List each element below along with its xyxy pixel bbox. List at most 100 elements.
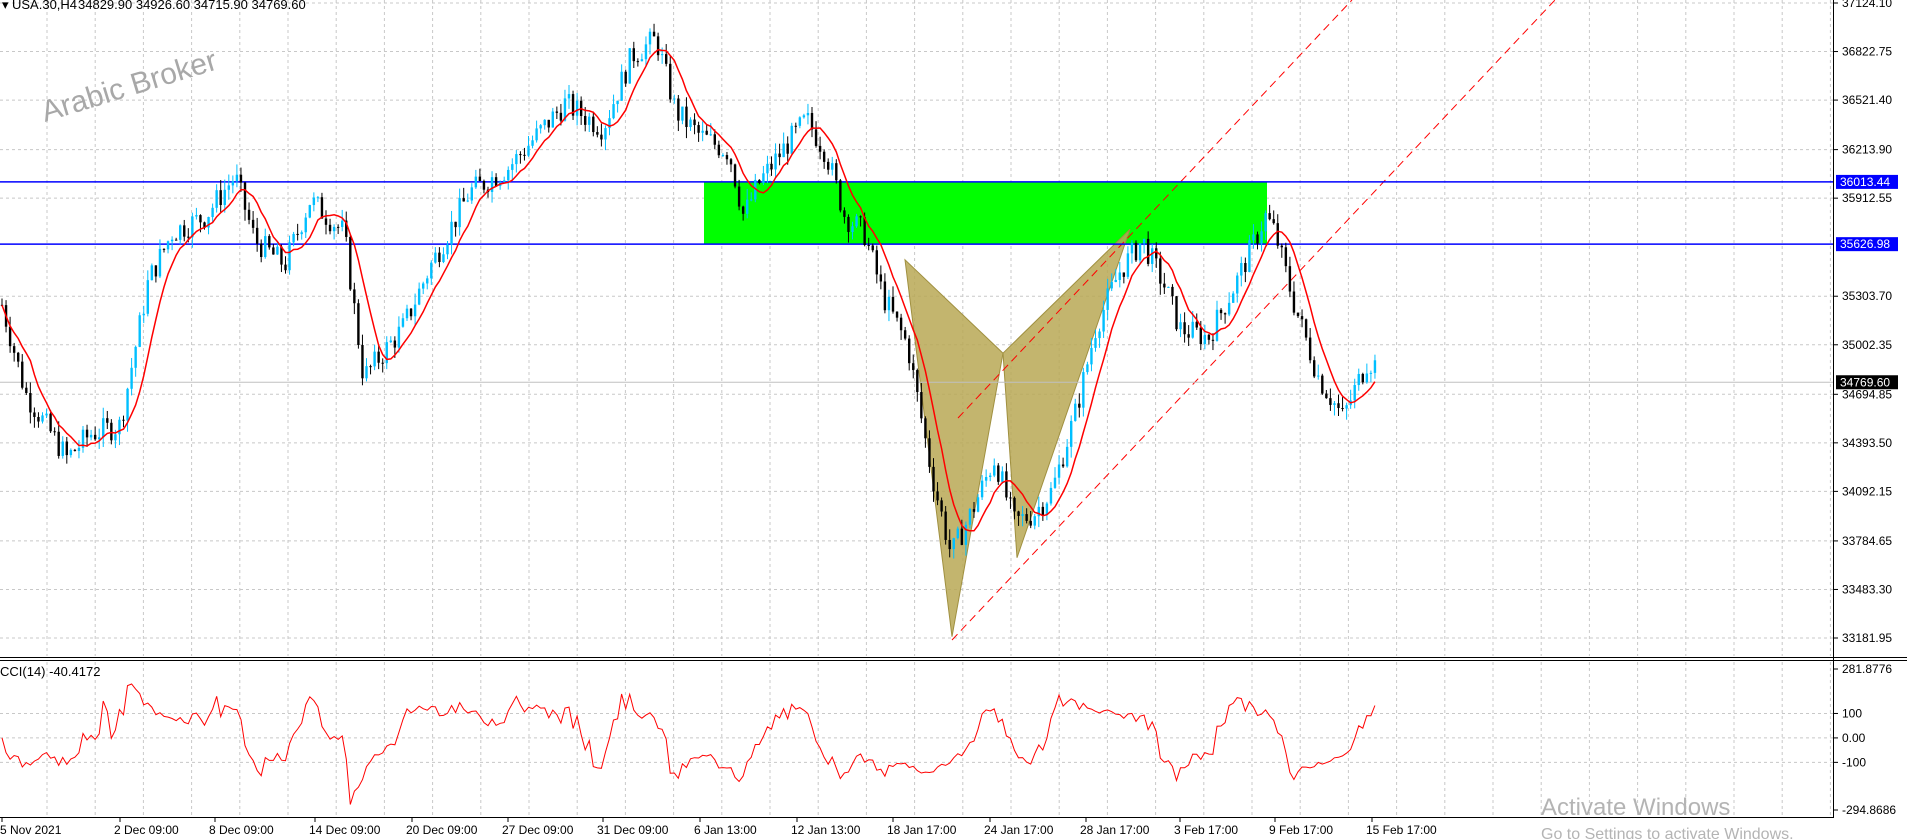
candle-body xyxy=(1167,286,1170,288)
candle-body xyxy=(385,342,388,364)
candle-body xyxy=(758,179,761,183)
time-tick-label: 3 Feb 17:00 xyxy=(1174,823,1238,837)
candle-body xyxy=(895,311,899,318)
candle-body xyxy=(563,98,567,121)
candle-body xyxy=(932,466,935,492)
candle-body xyxy=(142,313,145,316)
candle-body xyxy=(1236,275,1239,294)
channel-lower-line[interactable] xyxy=(951,0,1556,641)
candle-body xyxy=(827,161,830,170)
candle-body xyxy=(122,419,125,421)
candle-body xyxy=(1151,248,1154,264)
candle-body xyxy=(1179,322,1182,330)
candle-body xyxy=(1106,288,1109,310)
candle-body xyxy=(912,363,915,371)
candle-body xyxy=(1110,282,1113,289)
candle-body xyxy=(1345,405,1348,409)
candle-body xyxy=(61,441,64,456)
candle-body xyxy=(239,174,243,183)
candle-body xyxy=(49,413,52,432)
candle-body xyxy=(620,71,623,101)
candle-body xyxy=(1049,487,1053,504)
candle-body xyxy=(162,248,166,250)
candle-body xyxy=(417,288,421,305)
candle-body xyxy=(1086,364,1089,373)
candle-body xyxy=(612,104,615,119)
candle-body xyxy=(1017,511,1020,516)
cci-label: CCI(14) -40.4172 xyxy=(0,664,100,679)
candle-body xyxy=(713,134,716,145)
candle-body xyxy=(1102,309,1105,332)
candle-body xyxy=(640,59,644,62)
candle-body xyxy=(1321,375,1324,394)
zone-rect[interactable] xyxy=(704,181,1267,245)
candle-body xyxy=(1313,360,1316,377)
candle-body xyxy=(584,116,587,125)
candle-body xyxy=(1070,420,1073,447)
candle-body xyxy=(1009,497,1012,499)
candle-body xyxy=(1159,258,1162,284)
candle-body xyxy=(77,447,81,451)
cci-tick-label: 281.8776 xyxy=(1842,662,1892,676)
candle-body xyxy=(247,209,251,220)
candle-body xyxy=(1227,302,1231,315)
candle-body xyxy=(328,224,332,232)
cci-tick-label: -294.8686 xyxy=(1842,803,1896,817)
candle-body xyxy=(523,154,526,156)
candle-body xyxy=(110,422,113,441)
price-tick-label: 35303.70 xyxy=(1842,289,1892,303)
candle-body xyxy=(207,217,210,228)
candle-body xyxy=(616,100,619,105)
time-tick-label: 15 Feb 17:00 xyxy=(1366,823,1437,837)
candle-body xyxy=(1090,347,1093,365)
candle-body xyxy=(908,338,911,364)
candle-body xyxy=(1369,372,1373,374)
price-axis[interactable]: 37124.10 36822.75 36521.40 36213.90 35912.55… xyxy=(1833,0,1892,645)
candle-body xyxy=(1098,331,1101,339)
candle-body xyxy=(324,218,328,225)
candle-body xyxy=(543,119,546,126)
candle-body xyxy=(170,239,174,242)
candle-body xyxy=(353,289,356,304)
candle-body xyxy=(272,247,275,255)
price-tag-box xyxy=(1836,237,1898,252)
price-tag-label: 35626.98 xyxy=(1840,237,1890,251)
time-tick-label: 20 Dec 09:00 xyxy=(406,823,478,837)
candle-body xyxy=(53,431,56,433)
candle-body xyxy=(93,434,97,440)
candle-body xyxy=(369,366,372,368)
candle-body xyxy=(442,254,445,263)
candle-body xyxy=(511,164,514,170)
time-tick-label: 8 Dec 09:00 xyxy=(209,823,274,837)
candle-body xyxy=(806,113,810,116)
candle-body xyxy=(1053,477,1057,488)
candle-body xyxy=(69,449,73,456)
candle-body xyxy=(264,236,267,257)
channel-upper-line[interactable] xyxy=(957,0,1353,419)
candle-body xyxy=(1211,339,1215,341)
current-price-label: 34769.60 xyxy=(1840,375,1890,389)
candle-body xyxy=(1033,516,1036,526)
candle-body xyxy=(644,44,648,60)
candle-body xyxy=(839,180,842,211)
candle-body xyxy=(956,528,959,539)
candle-body xyxy=(332,226,336,232)
candle-body xyxy=(1005,471,1008,498)
candle-body xyxy=(652,31,656,37)
candle-body xyxy=(1195,321,1198,328)
candle-body xyxy=(426,278,429,284)
candle-body xyxy=(733,164,737,187)
candle-body xyxy=(413,304,417,317)
candle-body xyxy=(778,153,781,158)
time-axis[interactable]: 5 Nov 2021 2 Dec 09:00 8 Dec 09:00 14 Dec 0… xyxy=(0,817,1437,837)
pattern-triangle-bcd[interactable] xyxy=(1002,228,1131,558)
candle-body xyxy=(126,388,129,421)
candle-body xyxy=(984,477,988,481)
candle-body xyxy=(762,173,765,183)
candle-body xyxy=(1078,403,1081,408)
price-tick-label: 33483.30 xyxy=(1842,582,1892,596)
candle-body xyxy=(1130,242,1134,254)
candle-body xyxy=(470,187,473,201)
candle-body xyxy=(1223,313,1227,315)
